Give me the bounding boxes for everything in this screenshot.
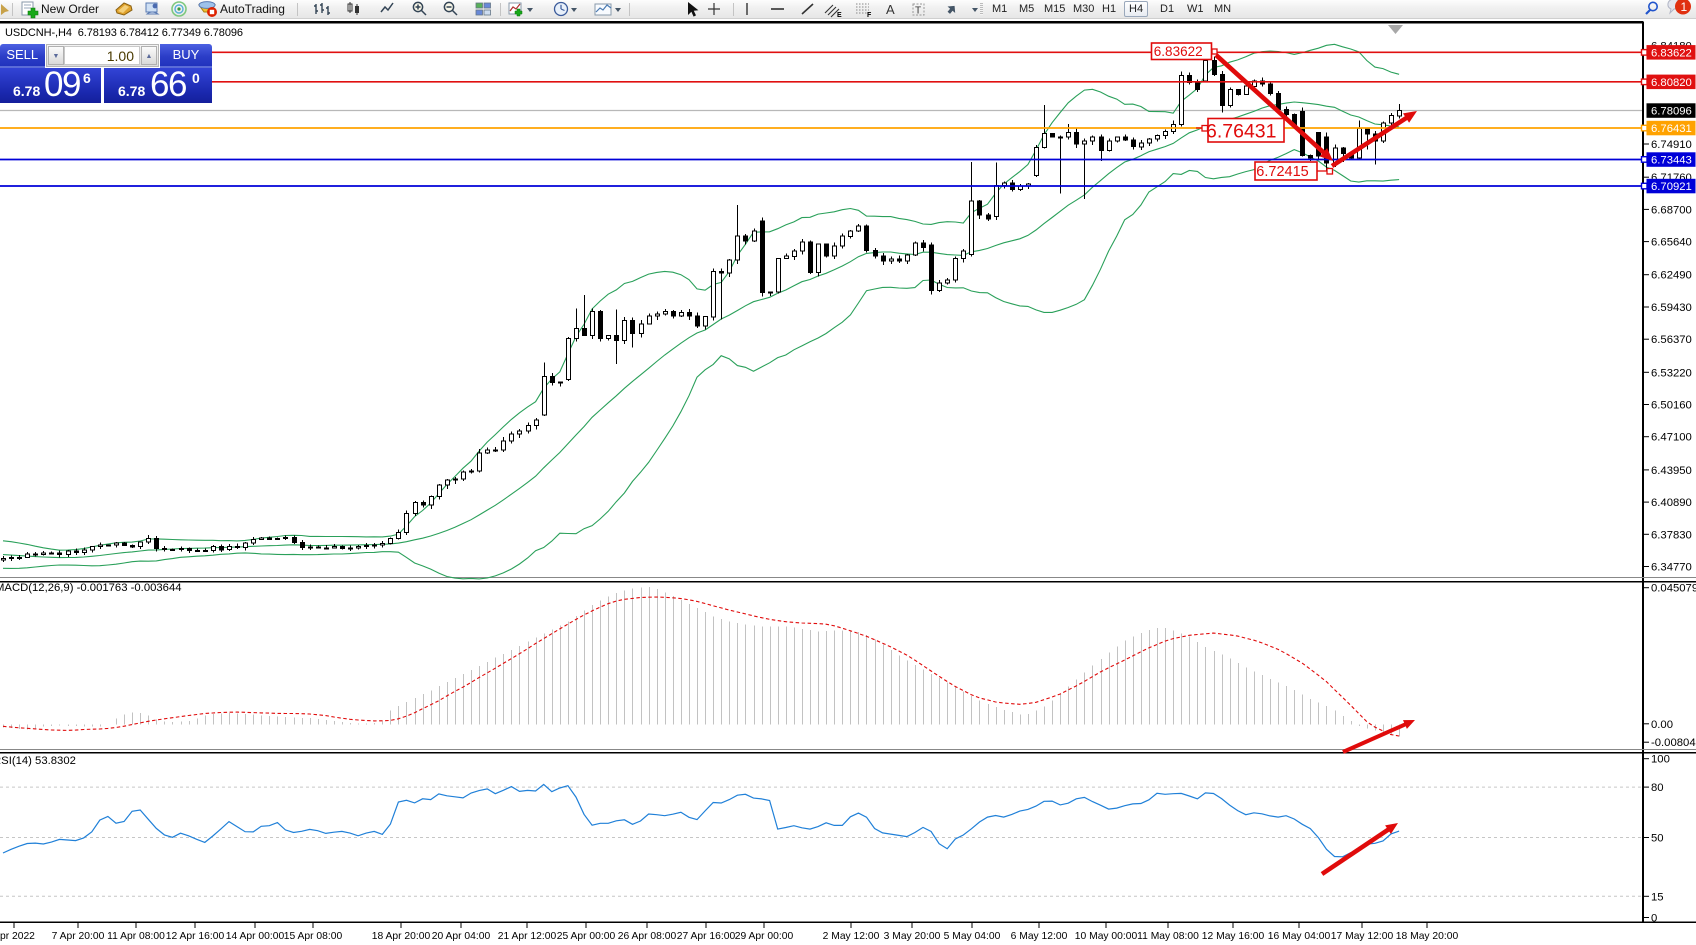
svg-text:25 Apr 00:00: 25 Apr 00:00 (557, 931, 616, 942)
svg-text:0.00: 0.00 (1651, 719, 1673, 731)
svg-text:0.045079: 0.045079 (1651, 583, 1696, 595)
svg-text:6.72415: 6.72415 (1256, 164, 1308, 180)
svg-text:3 May 20:00: 3 May 20:00 (884, 931, 941, 942)
svg-text:6.62490: 6.62490 (1651, 270, 1692, 282)
svg-text:6.76431: 6.76431 (1206, 120, 1277, 142)
svg-text:100: 100 (1651, 754, 1670, 766)
svg-text:6.78096: 6.78096 (1651, 106, 1692, 118)
svg-text:0: 0 (1651, 913, 1657, 925)
svg-text:12 Apr 16:00: 12 Apr 16:00 (166, 931, 225, 942)
svg-text:14 Apr 00:00: 14 Apr 00:00 (226, 931, 285, 942)
svg-text:26 Apr 08:00: 26 Apr 08:00 (618, 931, 677, 942)
svg-text:6.53220: 6.53220 (1651, 367, 1692, 379)
svg-text:Apr 2022: Apr 2022 (0, 931, 35, 942)
svg-text:27 Apr 16:00: 27 Apr 16:00 (677, 931, 736, 942)
svg-text:18 May 20:00: 18 May 20:00 (1396, 931, 1459, 942)
svg-text:6.56370: 6.56370 (1651, 334, 1692, 346)
svg-text:20 Apr 04:00: 20 Apr 04:00 (432, 931, 491, 942)
svg-text:RSI(14) 53.8302: RSI(14) 53.8302 (0, 755, 76, 767)
svg-text:USDCNH-,H4 6.78193 6.78412 6.: USDCNH-,H4 6.78193 6.78412 6.77349 6.780… (5, 27, 243, 39)
svg-text:16 May 04:00: 16 May 04:00 (1268, 931, 1331, 942)
svg-text:29 Apr 00:00: 29 Apr 00:00 (735, 931, 794, 942)
svg-text:F: F (867, 12, 872, 19)
svg-text:E: E (837, 12, 842, 19)
svg-text:6.65640: 6.65640 (1651, 237, 1692, 249)
svg-text:6.70921: 6.70921 (1651, 181, 1692, 193)
svg-text:6.83622: 6.83622 (1154, 44, 1203, 59)
svg-text:12 May 16:00: 12 May 16:00 (1202, 931, 1265, 942)
svg-text:-0.008049: -0.008049 (1651, 737, 1696, 749)
svg-text:15 Apr 08:00: 15 Apr 08:00 (284, 931, 343, 942)
svg-text:1: 1 (1681, 0, 1688, 14)
svg-text:6.74910: 6.74910 (1651, 139, 1692, 151)
svg-text:A: A (886, 2, 895, 17)
svg-text:MACD(12,26,9) -0.001763 -0.003: MACD(12,26,9) -0.001763 -0.003644 (0, 582, 182, 594)
svg-text:11 May 08:00: 11 May 08:00 (1137, 931, 1199, 942)
svg-text:6.73443: 6.73443 (1651, 155, 1692, 167)
svg-text:6.47100: 6.47100 (1651, 432, 1692, 444)
svg-text:6.34770: 6.34770 (1651, 562, 1692, 574)
svg-text:10 May 00:00: 10 May 00:00 (1075, 931, 1138, 942)
svg-text:6.59430: 6.59430 (1651, 302, 1692, 314)
svg-text:T: T (915, 6, 921, 17)
svg-text:50: 50 (1651, 833, 1664, 845)
svg-text:80: 80 (1651, 782, 1664, 794)
svg-text:6.50160: 6.50160 (1651, 400, 1692, 412)
svg-text:6.80820: 6.80820 (1651, 77, 1692, 89)
svg-text:6.40890: 6.40890 (1651, 497, 1692, 509)
svg-text:15: 15 (1651, 891, 1664, 903)
svg-text:6.37830: 6.37830 (1651, 529, 1692, 541)
svg-text:2 May 12:00: 2 May 12:00 (823, 931, 880, 942)
svg-text:18 Apr 20:00: 18 Apr 20:00 (372, 931, 431, 942)
svg-text:5 May 04:00: 5 May 04:00 (944, 931, 1001, 942)
svg-text:17 May 12:00: 17 May 12:00 (1331, 931, 1394, 942)
svg-text:6.43950: 6.43950 (1651, 465, 1692, 477)
svg-text:11 Apr 08:00: 11 Apr 08:00 (107, 931, 165, 942)
svg-text:7 Apr 20:00: 7 Apr 20:00 (52, 931, 105, 942)
svg-text:6 May 12:00: 6 May 12:00 (1011, 931, 1068, 942)
svg-text:21 Apr 12:00: 21 Apr 12:00 (498, 931, 557, 942)
svg-text:6.83622: 6.83622 (1651, 47, 1692, 59)
svg-text:6.68700: 6.68700 (1651, 204, 1692, 216)
svg-text:6.76431: 6.76431 (1651, 123, 1692, 135)
